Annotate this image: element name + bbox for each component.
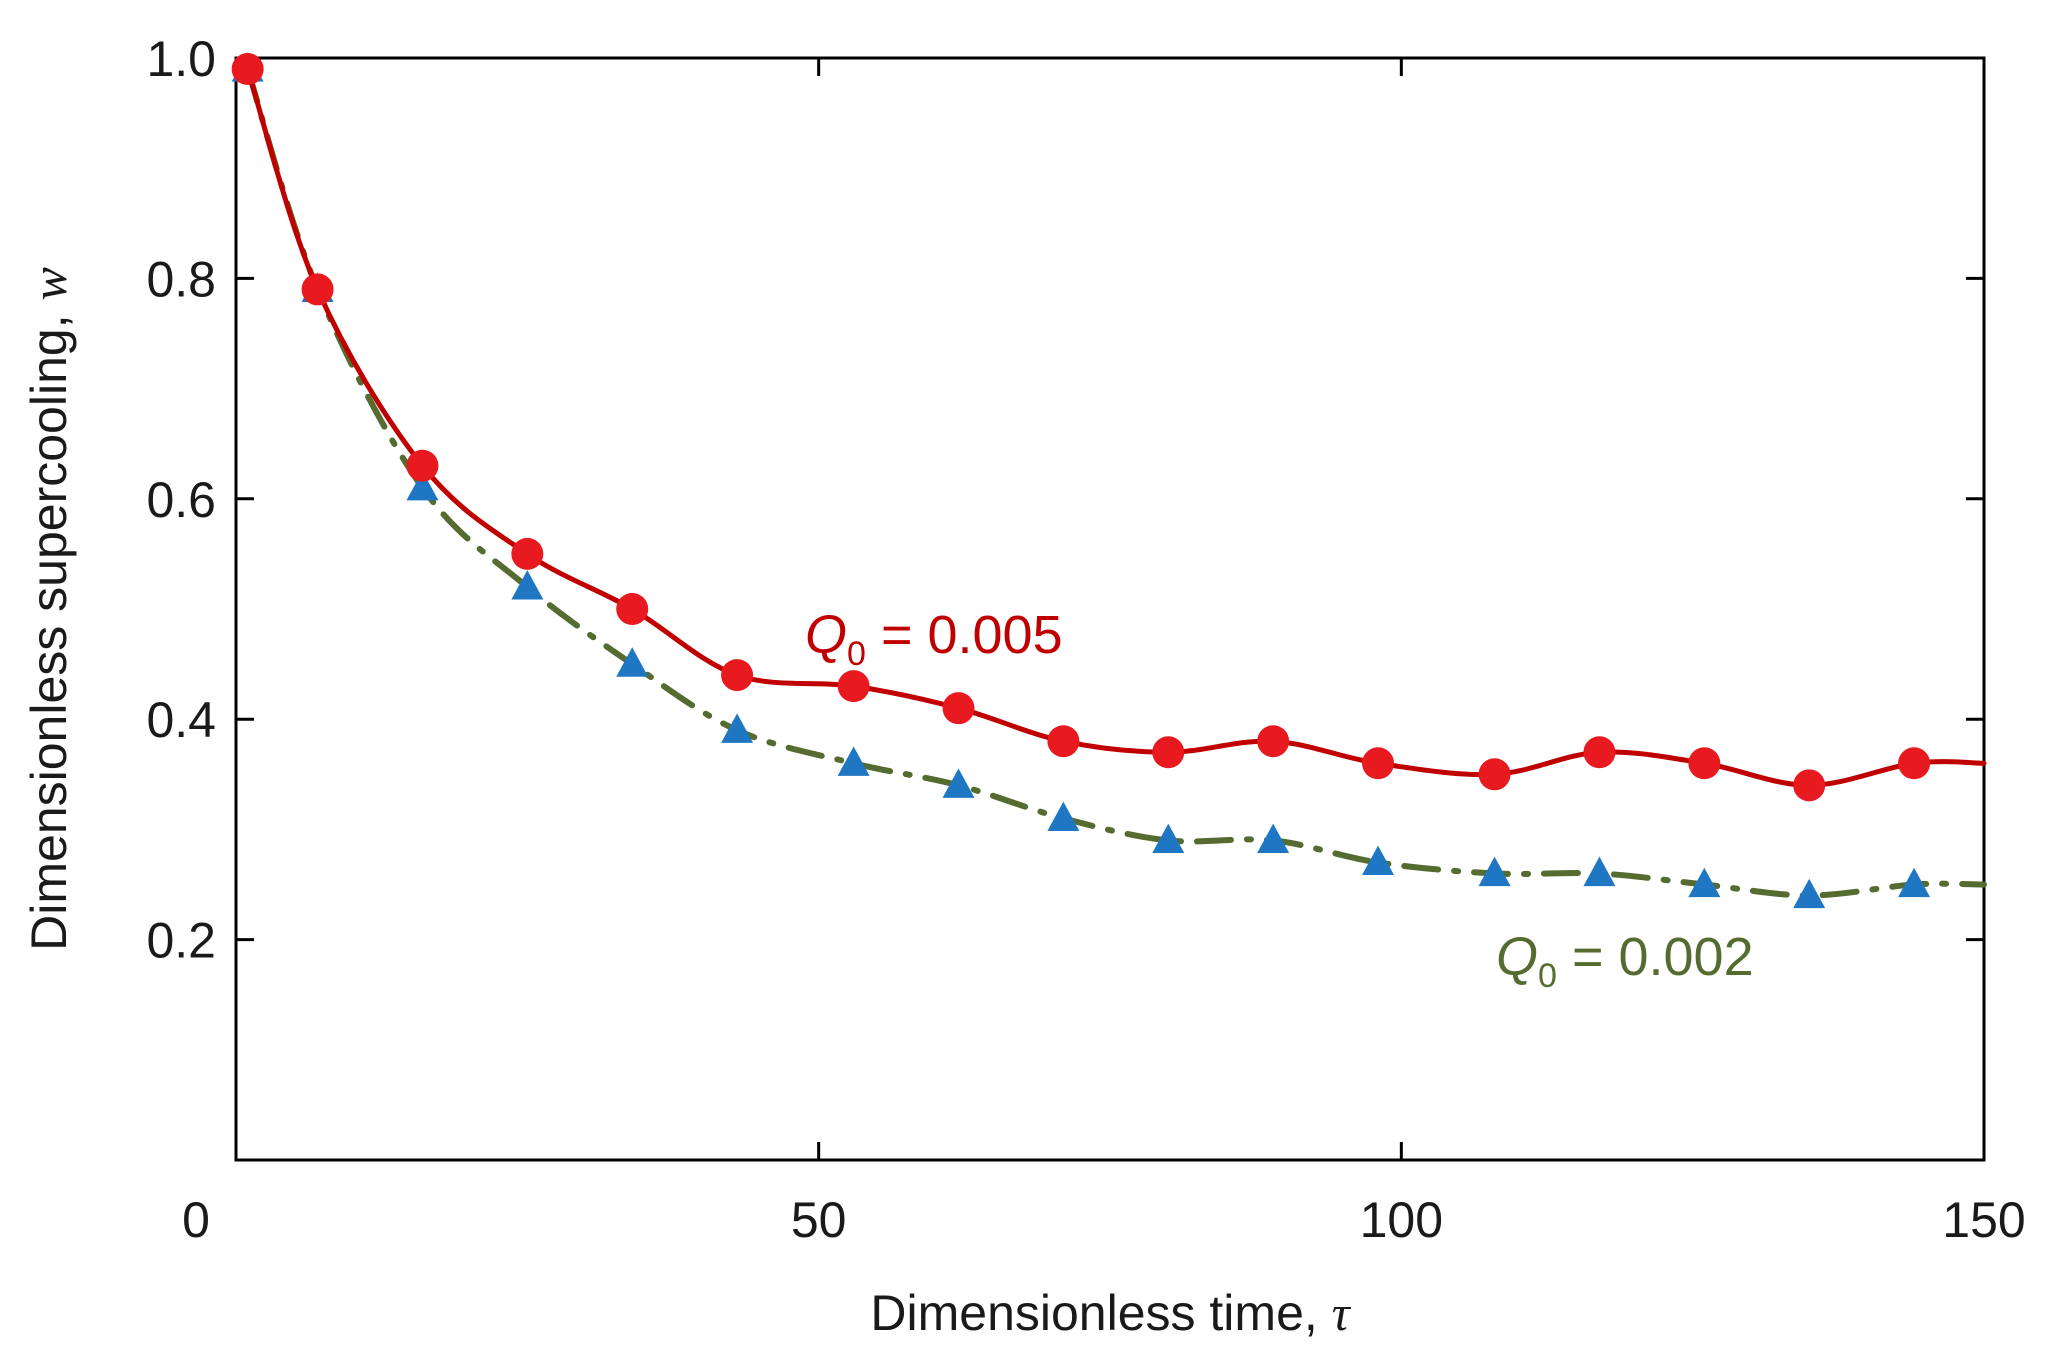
data-point-circle: [942, 692, 975, 725]
data-point-circle: [1047, 725, 1080, 758]
y-tick-label: 0.4: [146, 692, 216, 748]
data-point-circle: [231, 53, 264, 86]
data-point-triangle: [942, 768, 975, 798]
series-line-0: [245, 66, 1987, 788]
series-label-q0-0002: Q0 = 0.002: [1496, 927, 1754, 995]
data-point-circle: [1362, 747, 1395, 780]
data-point-triangle: [1688, 867, 1721, 898]
data-point-triangle: [616, 647, 649, 677]
data-point-circle: [1152, 736, 1185, 769]
data-point-triangle: [1362, 845, 1395, 876]
data-point-circle: [1583, 736, 1616, 769]
series-markers: [231, 52, 1931, 909]
data-point-triangle: [721, 713, 754, 743]
data-point-circle: [1688, 747, 1721, 780]
data-point-triangle: [1583, 856, 1616, 887]
y-axis-title: Dimensionless supercooling, w: [21, 267, 77, 951]
data-point-circle: [616, 593, 649, 625]
data-point-circle: [406, 449, 439, 482]
x-tick-label: 150: [1942, 1192, 2025, 1248]
y-tick-label: 0.2: [146, 913, 216, 969]
data-point-circle: [1898, 747, 1931, 780]
data-point-circle: [721, 659, 754, 692]
data-point-triangle: [1793, 878, 1826, 909]
data-point-circle: [301, 273, 334, 306]
data-point-triangle: [406, 470, 439, 501]
x-axis-title: Dimensionless time, τ: [870, 1285, 1351, 1341]
data-point-circle: [1478, 758, 1511, 791]
data-point-circle: [1257, 725, 1290, 758]
data-point-triangle: [1478, 856, 1511, 887]
data-point-circle: [511, 537, 544, 570]
data-point-circle: [1793, 769, 1826, 802]
y-tick-label: 1.0: [146, 31, 216, 87]
data-point-triangle: [1898, 867, 1931, 898]
data-point-triangle: [1047, 801, 1080, 831]
x-tick-label: 100: [1360, 1192, 1443, 1248]
data-point-triangle: [837, 746, 870, 776]
data-point-triangle: [1257, 823, 1290, 854]
data-point-triangle: [1152, 823, 1185, 854]
y-tick-label: 0.8: [146, 251, 216, 307]
plot-frame: [234, 56, 1986, 1162]
series-lines: [244, 66, 1987, 899]
data-point-circle: [837, 670, 870, 703]
axis-ticks: 0 50 100 150 0.2 0.4 0.6 0.8 1.0: [146, 31, 2025, 1248]
data-point-triangle: [511, 570, 544, 600]
x-tick-label: 50: [791, 1192, 847, 1248]
x-tick-label: 0: [182, 1192, 210, 1248]
series-label-q0-0005: Q0 = 0.005: [805, 605, 1063, 673]
y-tick-label: 0.6: [146, 472, 216, 528]
series-line-1: [244, 66, 1987, 899]
